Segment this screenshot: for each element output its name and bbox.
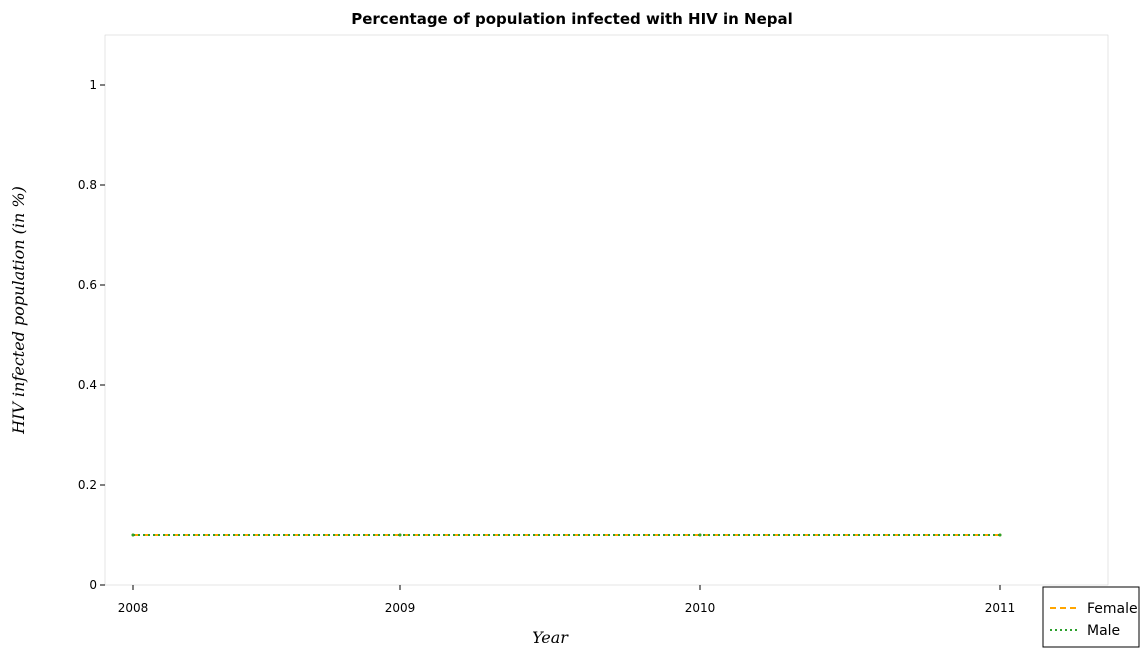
- x-tick-label: 2008: [118, 601, 149, 615]
- data-point-male: [998, 533, 1002, 537]
- y-tick-label: 0: [89, 578, 97, 592]
- legend-male-label: Male: [1087, 623, 1120, 639]
- x-tick-label: 2011: [985, 601, 1016, 615]
- chart-title: Percentage of population infected with H…: [351, 10, 793, 28]
- legend-box: [1042, 586, 1140, 648]
- legend-female-label: Female: [1087, 601, 1138, 617]
- x-tick-label: 2010: [685, 601, 716, 615]
- x-axis-label: Year: [532, 628, 569, 647]
- x-axis: 2008 2009 2010 2011: [118, 585, 1016, 615]
- y-tick-label: 0.8: [78, 178, 97, 192]
- y-tick-label: 1: [89, 78, 97, 92]
- x-tick-label: 2009: [385, 601, 416, 615]
- data-point-male: [398, 533, 402, 537]
- plot-area: [104, 34, 1109, 586]
- y-tick-label: 0.2: [78, 478, 97, 492]
- data-point-male: [131, 533, 135, 537]
- y-axis-label: HIV infected population (in %): [9, 186, 28, 435]
- y-axis: 0 0.2 0.4 0.6 0.8 1: [78, 78, 105, 592]
- y-tick-label: 0.4: [78, 378, 97, 392]
- series-layer: [131, 533, 1002, 537]
- data-point-male: [698, 533, 702, 537]
- y-tick-label: 0.6: [78, 278, 97, 292]
- legend: Female Male: [1042, 586, 1140, 648]
